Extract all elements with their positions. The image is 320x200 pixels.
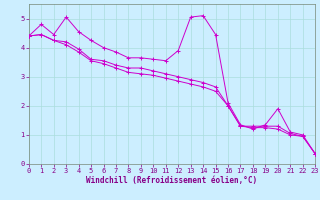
X-axis label: Windchill (Refroidissement éolien,°C): Windchill (Refroidissement éolien,°C) [86, 176, 258, 185]
